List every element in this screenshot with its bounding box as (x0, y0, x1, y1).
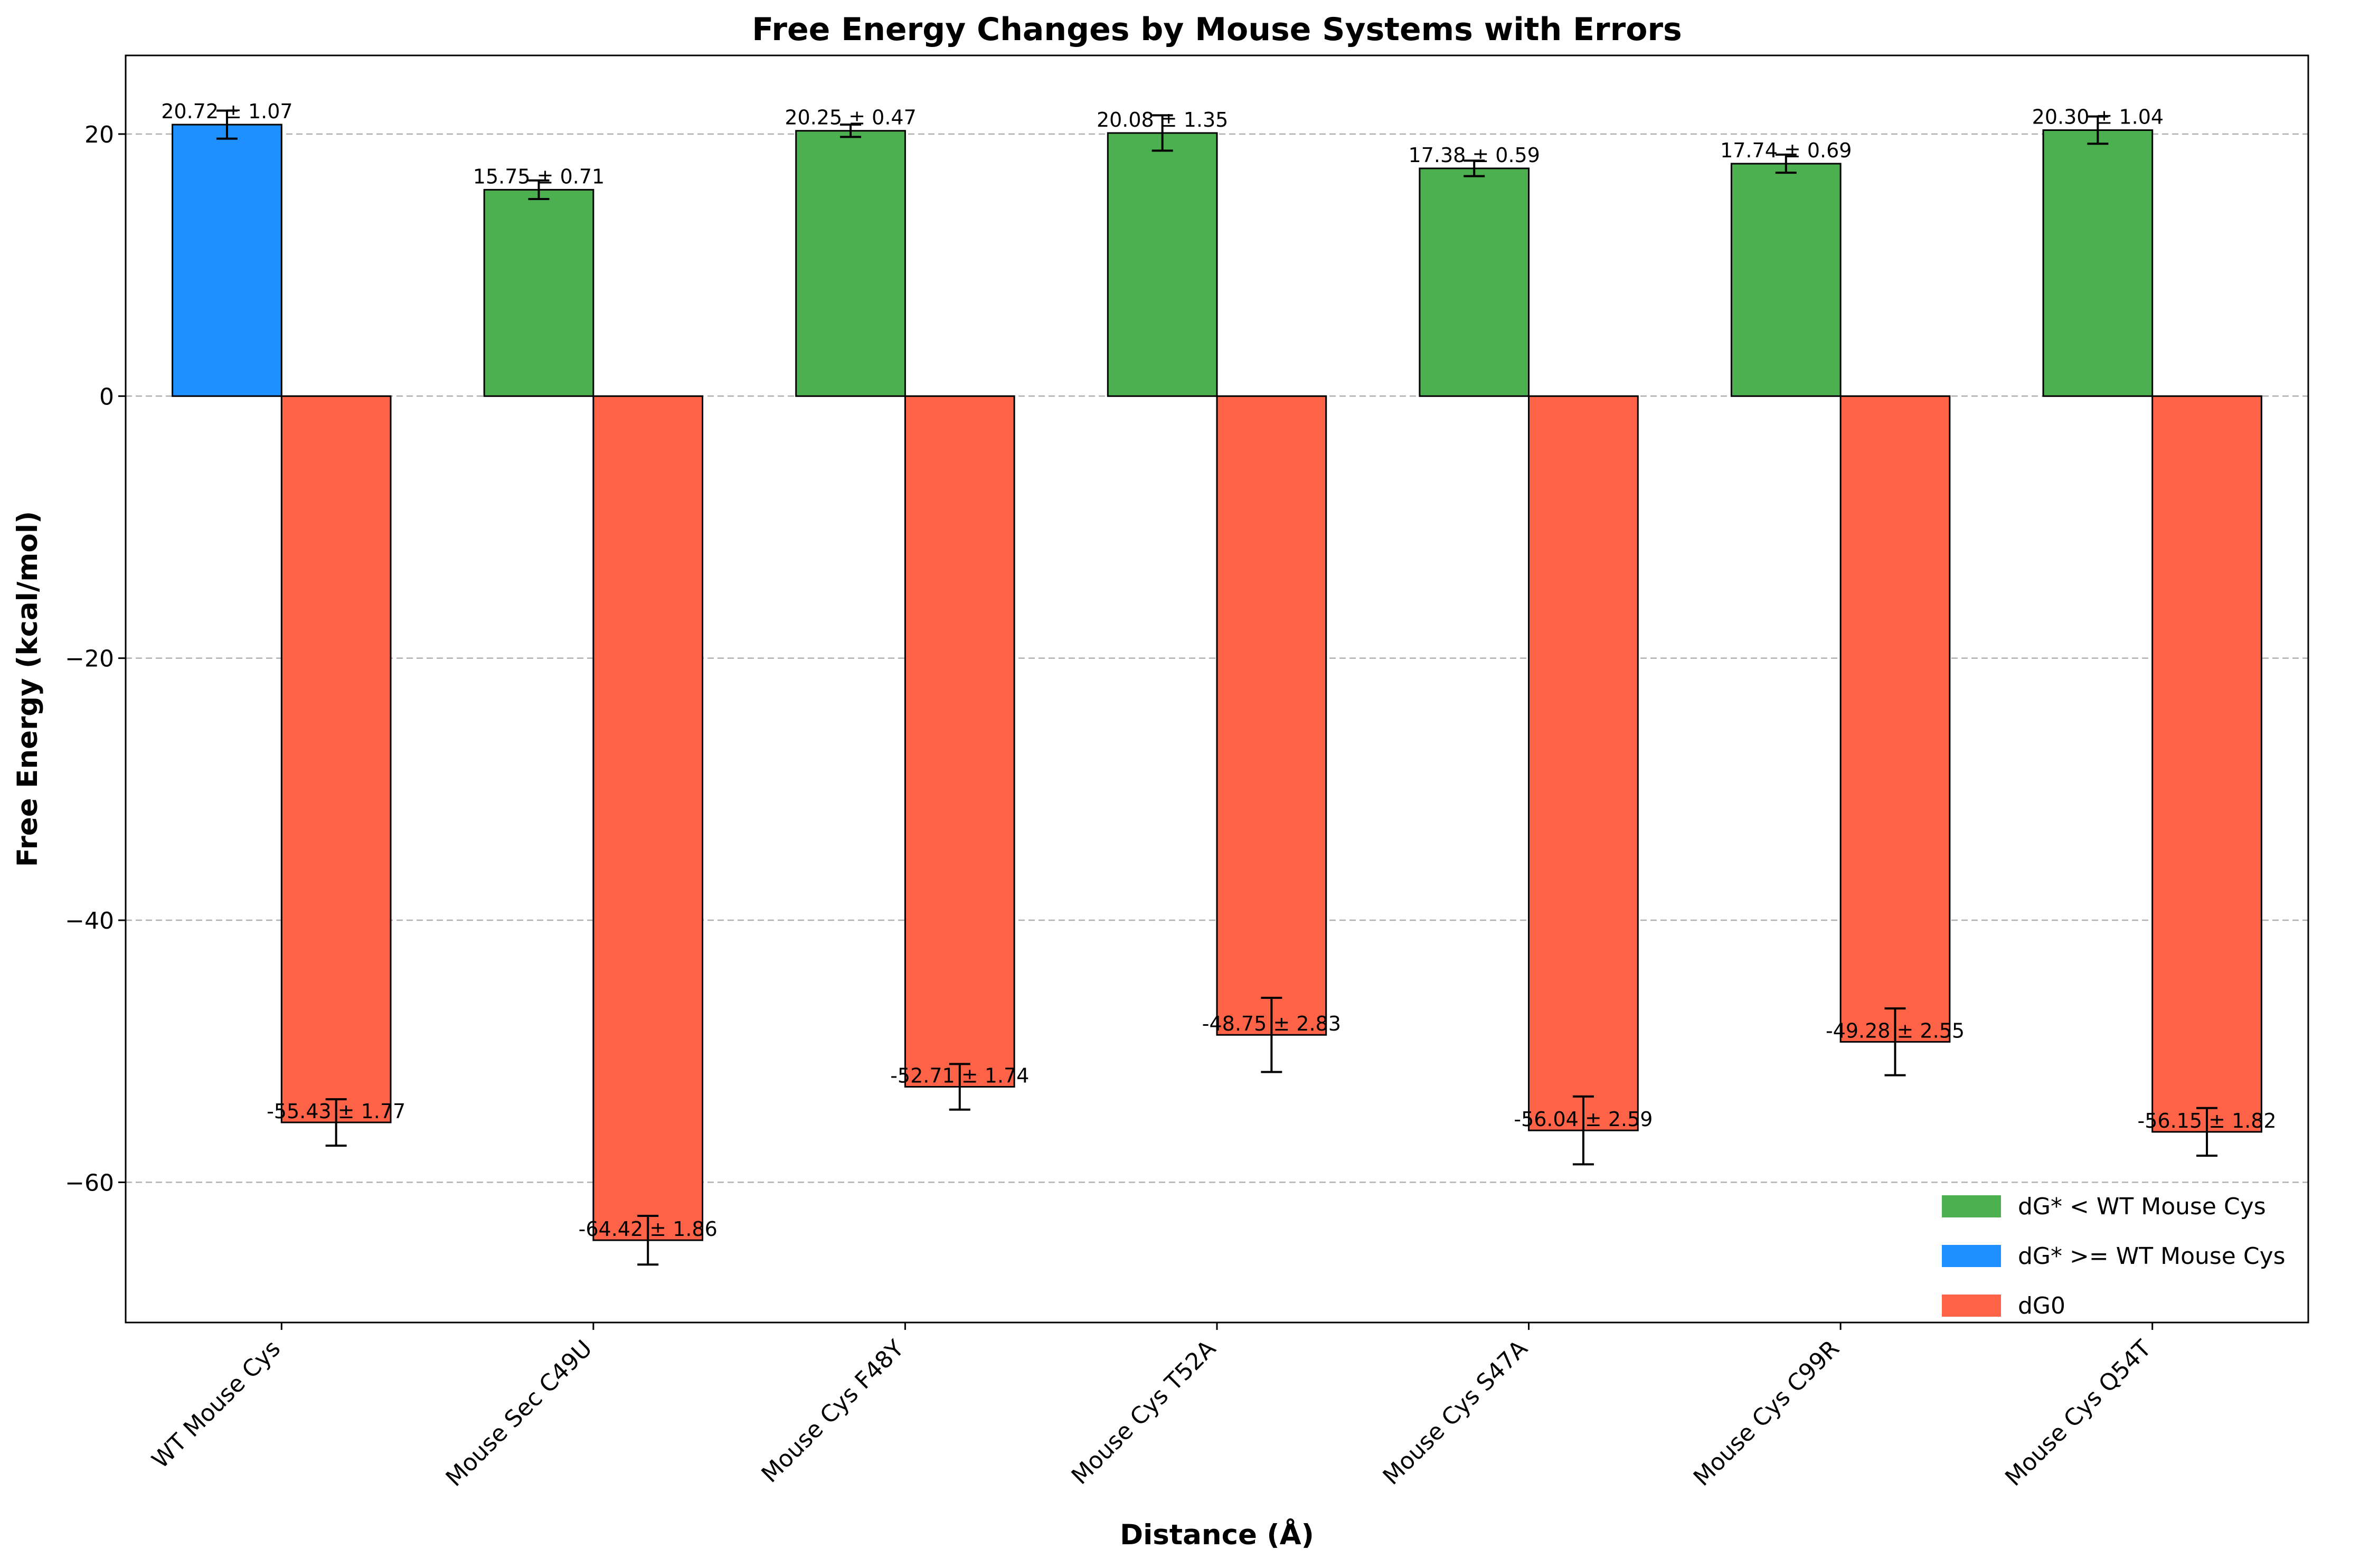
x-tick-label: Mouse Cys F48Y (757, 1335, 910, 1488)
y-tick-label: 20 (84, 121, 114, 148)
x-tick-label: WT Mouse Cys (147, 1335, 286, 1474)
dg-star-data-label: 17.74 ± 0.69 (1720, 139, 1852, 162)
y-tick-label: −40 (65, 908, 114, 934)
dg-star-bar (1107, 132, 1218, 397)
dg-star-data-label: 15.75 ± 0.71 (473, 165, 605, 188)
legend-swatch (1942, 1195, 2001, 1217)
legend-label: dG* < WT Mouse Cys (2018, 1193, 2266, 1220)
dg0-data-label: -64.42 ± 1.86 (579, 1217, 718, 1241)
data-labels: 20.72 ± 1.07 15.75 ± 0.71 20.25 ± 0.47 20.0… (161, 100, 2276, 1241)
legend-swatch (1942, 1245, 2001, 1267)
dg0-data-label: -56.04 ± 2.59 (1514, 1108, 1653, 1131)
x-tick-label: Mouse Cys S47A (1378, 1335, 1533, 1490)
y-tick-label: −60 (65, 1169, 114, 1196)
dg-star-data-label: 20.08 ± 1.35 (1097, 108, 1228, 131)
dg0-data-label: -55.43 ± 1.77 (267, 1100, 405, 1123)
dg0-bar (904, 395, 1015, 1088)
y-tick-label: 0 (99, 383, 114, 410)
dg-star-data-label: 20.30 ± 1.04 (2032, 105, 2164, 128)
y-axis-ticks: −60 −40 −20 0 20 (65, 121, 126, 1196)
dg-star-bar (483, 188, 594, 397)
dg0-bar (1216, 395, 1327, 1036)
dg0-data-label: -48.75 ± 2.83 (1202, 1012, 1341, 1035)
legend-label: dG0 (2018, 1292, 2065, 1319)
dg0-data-label: -56.15 ± 1.82 (2138, 1109, 2277, 1132)
dg0-bar (592, 395, 704, 1241)
dg-star-data-label: 20.25 ± 0.47 (785, 106, 916, 129)
dg0-bar (280, 395, 392, 1123)
y-tick-label: −20 (65, 646, 114, 673)
x-tick-label: Mouse Cys Q54T (2000, 1335, 2156, 1491)
dg-star-data-label: 20.72 ± 1.07 (161, 100, 292, 123)
x-tick-label: Mouse Cys C99R (1688, 1335, 1845, 1491)
legend-swatch (1942, 1295, 2001, 1317)
x-tick-label: Mouse Sec C49U (441, 1335, 598, 1492)
bars (172, 124, 2262, 1241)
dg0-data-label: -52.71 ± 1.74 (890, 1064, 1029, 1088)
dg-star-bar (795, 130, 906, 397)
x-axis-label: Distance (Å) (1120, 1518, 1314, 1551)
dg0-data-label: -49.28 ± 2.55 (1826, 1019, 1965, 1042)
dg-star-bar (1419, 167, 1530, 397)
y-axis-label: Free Energy (kcal/mol) (12, 511, 44, 867)
dg-star-bar (172, 124, 282, 397)
dg0-bar (2151, 395, 2262, 1133)
dg-star-bar (1730, 163, 1842, 397)
chart-title: Free Energy Changes by Mouse Systems wit… (752, 11, 1682, 48)
legend: dG* < WT Mouse Cys dG* >= WT Mouse Cys dG0 (1942, 1193, 2286, 1319)
dg-star-data-label: 17.38 ± 0.59 (1409, 144, 1540, 167)
x-tick-label: Mouse Cys T52A (1066, 1335, 1221, 1490)
dg0-bar (1528, 395, 1639, 1131)
x-axis-ticks: WT Mouse Cys Mouse Sec C49U Mouse Cys F48Y… (147, 1323, 2157, 1492)
error-bars (216, 109, 2218, 1266)
legend-label: dG* >= WT Mouse Cys (2018, 1243, 2286, 1270)
dg-star-bar (2042, 129, 2154, 397)
dg0-bar (1839, 395, 1951, 1043)
